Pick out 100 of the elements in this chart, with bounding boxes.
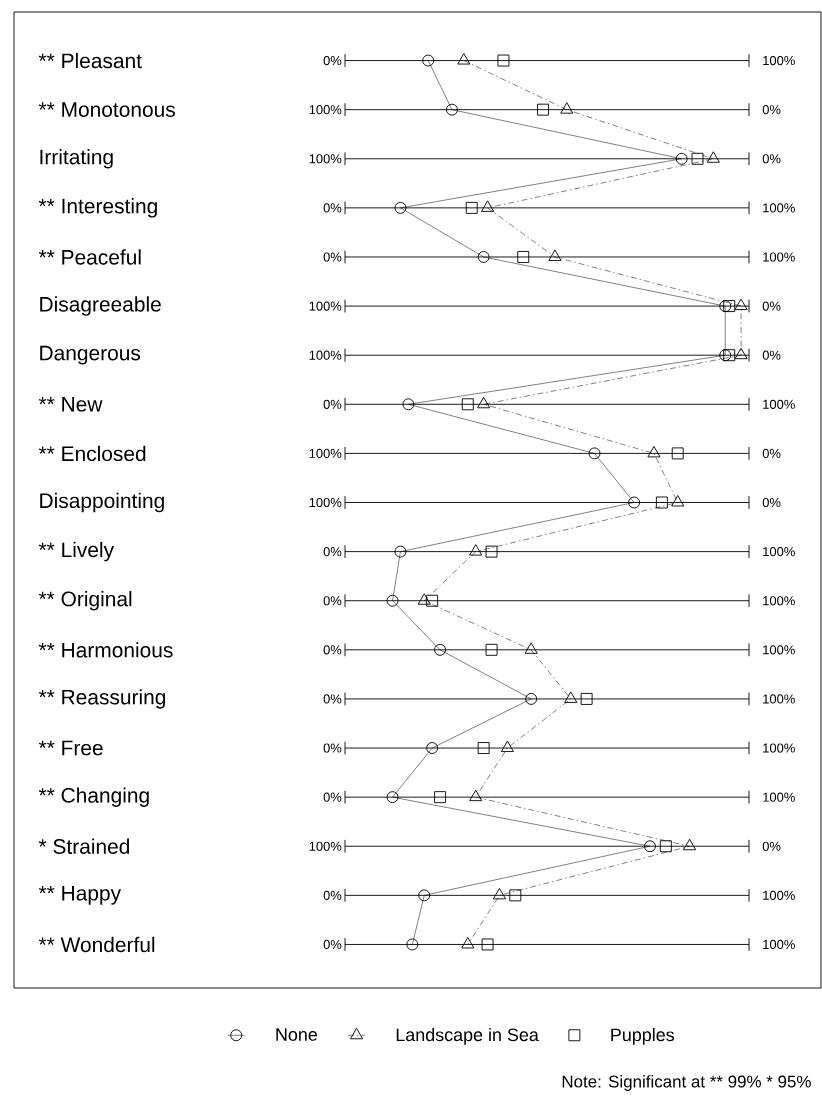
- point: [394, 201, 407, 214]
- point: [675, 152, 688, 165]
- text: 100%: [763, 890, 795, 900]
- point: [445, 103, 458, 116]
- text: 0%: [323, 890, 342, 900]
- point: [426, 594, 439, 607]
- text: 0%: [323, 694, 342, 704]
- text: 0%: [762, 154, 781, 164]
- text: 0%: [762, 448, 781, 458]
- text: 100%: [763, 939, 795, 950]
- text: 100%: [309, 448, 342, 458]
- text: 100%: [763, 743, 795, 753]
- point: [461, 398, 474, 411]
- text: 100%: [309, 154, 342, 164]
- point: [525, 692, 538, 705]
- point: [469, 544, 483, 556]
- text: 100%: [763, 203, 795, 213]
- point: [477, 742, 490, 754]
- text: 0%: [762, 105, 781, 115]
- point: [418, 889, 431, 902]
- y-tick-label: ** Wonderful: [38, 936, 155, 953]
- point: [644, 840, 656, 853]
- text: 0%: [323, 596, 342, 606]
- point: [560, 102, 574, 114]
- text: 100%: [763, 399, 795, 409]
- text: 0%: [323, 547, 342, 557]
- text: 0%: [323, 645, 342, 655]
- y-tick-label: Disagreeable: [40, 296, 161, 316]
- text: 0%: [323, 939, 342, 950]
- point: [481, 938, 494, 951]
- y-tick-label: Disappointing: [40, 492, 164, 513]
- text: 100%: [763, 645, 795, 655]
- point: [422, 54, 435, 67]
- text: 100%: [763, 694, 795, 704]
- point: [517, 251, 530, 263]
- legend-label: None: [276, 1028, 318, 1041]
- point: [655, 496, 668, 509]
- text: 100%: [763, 55, 795, 66]
- point: [683, 838, 697, 851]
- y-tick-label: ** Reassuring: [38, 689, 166, 709]
- text: 0%: [323, 252, 342, 262]
- point: [734, 298, 748, 311]
- text: 100%: [763, 547, 795, 557]
- point: [564, 691, 578, 703]
- legend-label: Pupples: [611, 1028, 675, 1045]
- text: 100%: [309, 301, 342, 311]
- point: [457, 53, 471, 65]
- legend-label: Landscape in Sea: [396, 1028, 539, 1045]
- y-tick-label: ** Happy: [38, 885, 122, 905]
- point: [524, 642, 538, 654]
- point: [485, 643, 498, 656]
- point: [628, 496, 641, 509]
- text: Note: Significant at ** 99% * 95%: [562, 1075, 811, 1091]
- y-tick-label: ** Changing: [38, 787, 149, 807]
- point: [588, 447, 601, 460]
- point: [469, 789, 483, 802]
- text: 0%: [323, 399, 342, 409]
- y-tick-label: ** Monotonous: [38, 102, 175, 117]
- y-tick-label: ** Free: [38, 740, 103, 756]
- text: 0%: [323, 203, 342, 213]
- text: 0%: [762, 350, 781, 360]
- point: [434, 643, 447, 656]
- point: [691, 152, 704, 165]
- y-tick-label: ** Peaceful: [38, 249, 141, 265]
- text: 100%: [763, 252, 795, 262]
- text: 0%: [762, 841, 781, 851]
- point: [719, 349, 732, 362]
- y-tick-label: Irritating: [40, 149, 113, 169]
- point: [394, 545, 407, 558]
- point: [406, 938, 419, 951]
- point: [477, 396, 491, 409]
- point: [659, 840, 672, 853]
- point: [497, 54, 510, 67]
- text: 100%: [763, 596, 795, 606]
- point: [417, 593, 431, 605]
- y-tick-label: ** Harmonious: [38, 642, 173, 658]
- point: [386, 791, 399, 804]
- point: [706, 151, 720, 163]
- point: [537, 103, 549, 116]
- y-tick-label: ** Original: [38, 590, 132, 611]
- text: 0%: [323, 743, 342, 753]
- point: [485, 545, 498, 558]
- point: [402, 398, 415, 411]
- y-tick-label: ** Interesting: [38, 198, 157, 218]
- y-tick-label: * Strained: [38, 838, 130, 854]
- text: 100%: [309, 350, 342, 360]
- point: [734, 347, 748, 360]
- point: [461, 937, 475, 949]
- point: [500, 740, 514, 752]
- text: 100%: [309, 497, 342, 508]
- y-tick-label: ** Lively: [38, 541, 115, 562]
- point: [580, 692, 593, 705]
- y-tick-label: ** Enclosed: [38, 445, 146, 462]
- point: [671, 447, 684, 460]
- text: 100%: [763, 792, 795, 802]
- point: [647, 445, 661, 458]
- text: 0%: [323, 55, 342, 66]
- point: [671, 495, 685, 507]
- point: [723, 349, 736, 362]
- point: [386, 594, 399, 607]
